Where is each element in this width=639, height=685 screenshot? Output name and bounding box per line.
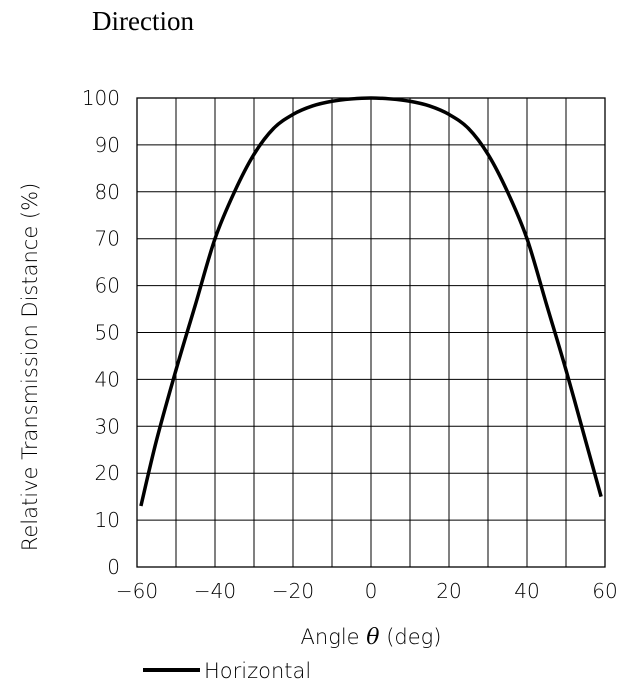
x-tick-label: −60 xyxy=(116,579,158,603)
x-tick-label: 20 xyxy=(436,579,461,603)
y-tick-label: 20 xyxy=(95,461,120,485)
x-tick-labels: −60 −40 −20 0 20 40 60 xyxy=(116,579,618,603)
y-tick-label: 80 xyxy=(95,180,120,204)
chart-title: Direction xyxy=(92,6,194,36)
x-axis-label: Angle θ (deg) xyxy=(301,625,442,650)
y-tick-label: 30 xyxy=(95,414,120,438)
y-tick-labels: 0 10 20 30 40 50 60 70 80 90 100 xyxy=(82,86,120,579)
y-tick-label: 70 xyxy=(95,227,120,251)
x-tick-label: −20 xyxy=(272,579,314,603)
y-tick-label: 40 xyxy=(95,367,120,391)
legend-label-horizontal: Horizontal xyxy=(204,659,311,683)
grid xyxy=(137,98,605,567)
x-tick-label: 60 xyxy=(592,579,617,603)
y-tick-label: 60 xyxy=(95,274,120,298)
x-tick-label: 40 xyxy=(514,579,539,603)
x-tick-label: −40 xyxy=(194,579,236,603)
y-tick-label: 90 xyxy=(95,133,120,157)
y-tick-label: 10 xyxy=(95,508,120,532)
y-tick-label: 100 xyxy=(82,86,120,110)
y-axis-label: Relative Transmission Distance (%) xyxy=(18,183,42,552)
series-layer xyxy=(139,96,603,507)
y-tick-label: 50 xyxy=(95,321,120,345)
y-tick-label: 0 xyxy=(107,555,120,579)
legend: Horizontal xyxy=(143,659,311,683)
series-line-horizontal xyxy=(139,96,603,507)
x-tick-label: 0 xyxy=(365,579,378,603)
